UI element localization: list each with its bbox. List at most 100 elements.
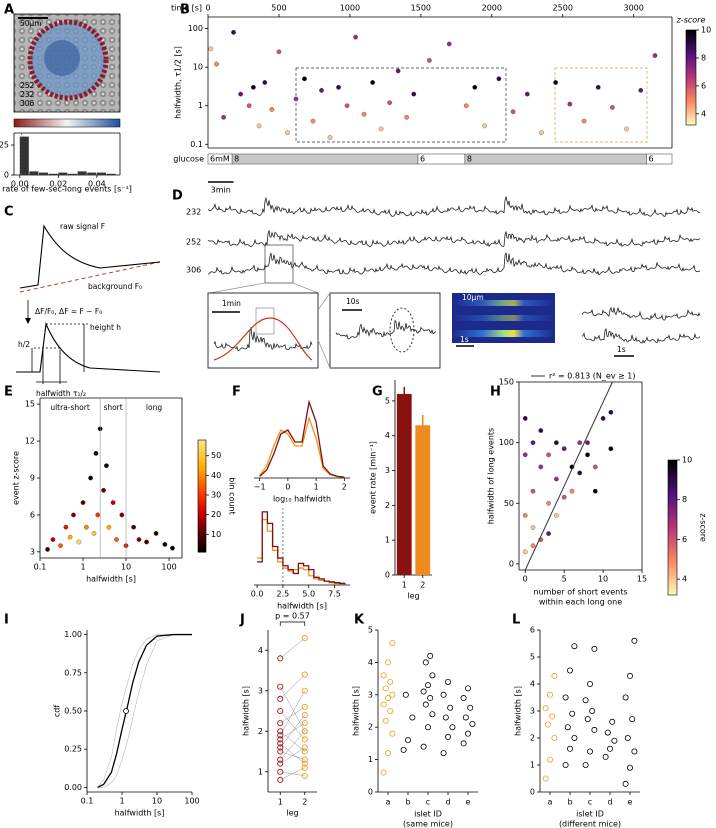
series-line [259, 399, 345, 478]
colorbar-step [686, 77, 696, 81]
point [585, 440, 590, 445]
point [246, 103, 252, 109]
point [510, 109, 516, 115]
label: raw signal F [60, 222, 105, 231]
colorbar-step [198, 540, 206, 545]
zoom-trace [213, 327, 313, 352]
series-line [257, 518, 346, 585]
point [310, 118, 316, 124]
point [301, 736, 308, 743]
y-tick-label: 1 [368, 755, 373, 764]
point [561, 494, 567, 500]
colorbar-step [668, 473, 677, 478]
point [546, 500, 551, 506]
y-axis-label: halfwidth, τ1/2 [s] [174, 46, 183, 119]
line-scan-band [452, 315, 555, 321]
pair-line [280, 751, 305, 760]
point [522, 452, 528, 458]
point [608, 446, 614, 452]
colorbar-label: z-score [699, 513, 708, 542]
point [269, 107, 275, 112]
x-axis-label: within each long one [539, 598, 622, 607]
colorbar-step [198, 459, 206, 463]
point [463, 103, 469, 109]
point [389, 691, 396, 698]
point [554, 476, 559, 482]
point [153, 531, 159, 536]
y-tick-label: 4 [530, 680, 535, 689]
colorbar-step [668, 564, 677, 569]
x-axis-label: time [s] [171, 4, 202, 13]
colorbar-step [668, 507, 677, 512]
colorbar-step [198, 493, 206, 497]
hist-bar [106, 173, 116, 175]
point [382, 685, 389, 692]
colorbar-tick-label: 50 [211, 451, 221, 460]
point [587, 681, 594, 688]
point [567, 101, 573, 107]
hist-bar [58, 172, 68, 175]
y-tick-label: 150 [499, 378, 514, 387]
point [622, 780, 629, 787]
point [285, 130, 290, 136]
point [301, 772, 308, 779]
label: ΔF/F₀, ΔF = F − F₀ [35, 307, 102, 316]
region-label: short [103, 403, 122, 412]
x-tick-label: d [445, 798, 450, 807]
point [538, 428, 544, 433]
point [610, 105, 615, 110]
point [538, 464, 544, 470]
point [88, 475, 93, 481]
point [589, 708, 596, 715]
x-tick-label: 2 [302, 798, 307, 807]
glucose-segment [646, 153, 673, 165]
point [444, 678, 451, 685]
y-axis-label: event rate [min⁻¹] [369, 441, 378, 514]
colorbar-step [686, 84, 696, 88]
point [546, 531, 551, 536]
colorbar-step [198, 521, 206, 525]
point [627, 764, 634, 771]
x-tick-label: 500 [271, 4, 286, 13]
colorbar-step [198, 468, 206, 472]
y-tick-label: 2 [385, 501, 390, 510]
scale-label: 10μm [462, 293, 484, 302]
point [319, 88, 324, 93]
y-tick-label: 3 [530, 707, 535, 716]
arrowhead [25, 318, 31, 324]
y-tick-label: 3 [258, 686, 263, 695]
y-tick-label: 6 [30, 510, 35, 519]
colorbar-step [668, 557, 677, 562]
point [277, 768, 284, 775]
point [301, 764, 308, 771]
colorbar-step [668, 541, 677, 545]
point [542, 775, 549, 782]
point [58, 543, 63, 549]
point [221, 114, 226, 120]
colorbar-tick-label: 4 [682, 575, 687, 584]
point [119, 512, 125, 518]
x-axis-label: rate of few-sec-long events [s⁻¹] [2, 185, 132, 194]
normalized-signal [16, 321, 161, 373]
hist-bar [96, 172, 106, 175]
x-tick-label: d [607, 798, 612, 807]
y-tick-label: 12 [25, 437, 35, 446]
colorbar-step [198, 538, 206, 542]
point [301, 671, 308, 678]
y-tick-label: 1.00 [64, 630, 82, 639]
point [424, 724, 431, 731]
point [549, 713, 556, 720]
zoom-line [292, 282, 319, 294]
x-tick-label: 1 [80, 563, 85, 572]
point [277, 760, 284, 767]
point [95, 512, 101, 518]
colorbar-step [198, 504, 206, 508]
y-tick-label: 0 [4, 171, 9, 180]
pair-line [280, 771, 305, 776]
point [277, 655, 284, 662]
point [524, 91, 530, 97]
glucose-segment-label: 6mM [210, 155, 230, 164]
colorbar-step [198, 442, 206, 447]
pair-line [280, 637, 305, 659]
